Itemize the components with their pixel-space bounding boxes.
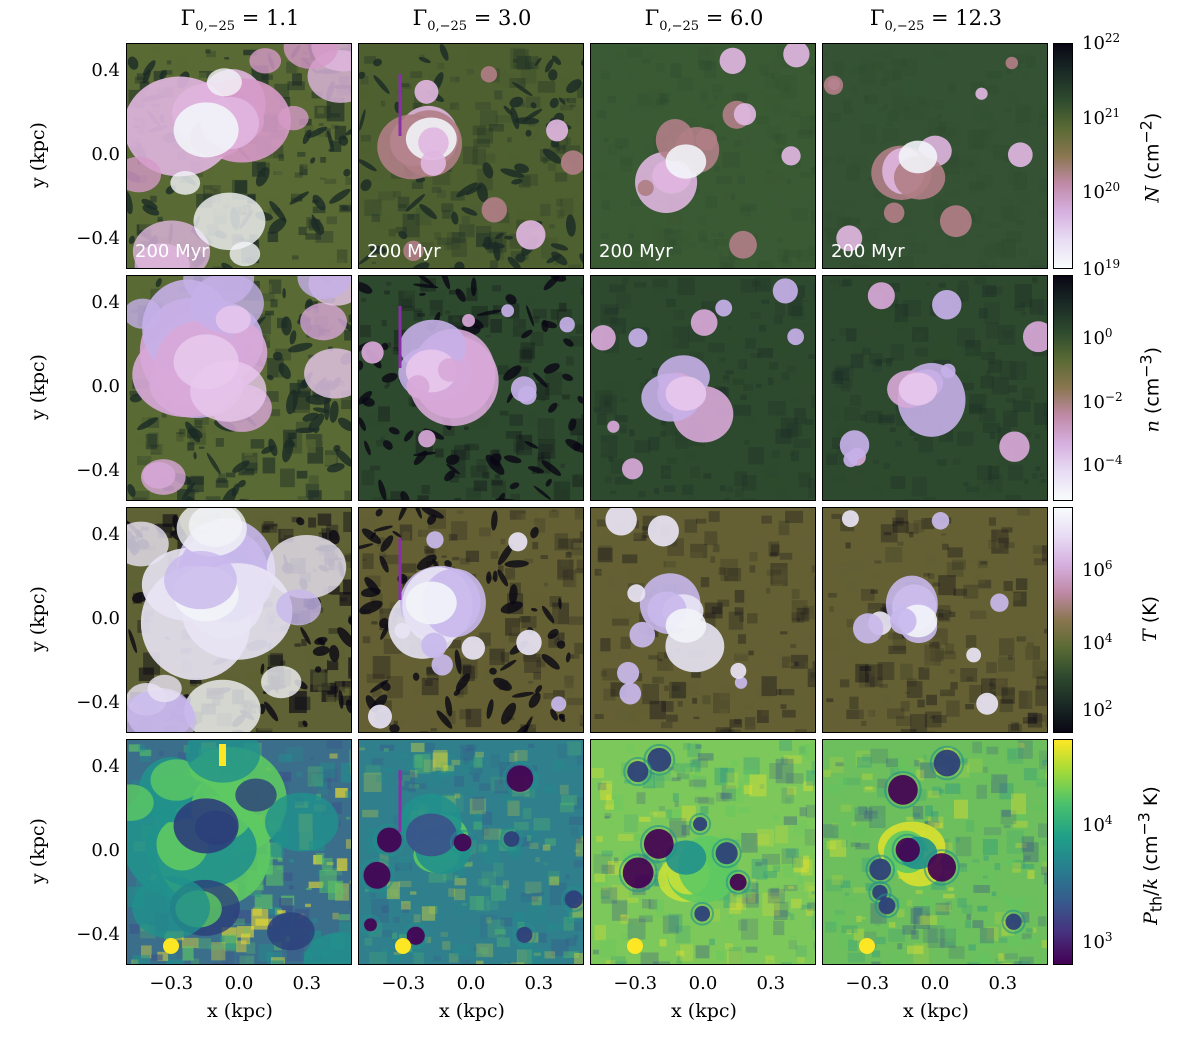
heatmap-image bbox=[127, 740, 351, 964]
colorbar-tick-label: 103 bbox=[1082, 930, 1113, 954]
map-panel bbox=[590, 507, 816, 733]
map-panel bbox=[822, 275, 1048, 501]
x-tick-label: 0.0 bbox=[456, 973, 486, 994]
colorbar-tick-label: 10−2 bbox=[1082, 389, 1123, 413]
time-label: 200 Myr bbox=[135, 241, 209, 262]
heatmap-image bbox=[359, 508, 583, 732]
map-panel bbox=[358, 507, 584, 733]
y-tick-label: 0.4 bbox=[91, 292, 120, 314]
colorbar-label: T (K) bbox=[1139, 596, 1161, 643]
column-title: Γ0,−25 = 1.1 bbox=[180, 6, 300, 35]
y-tick-label: 0.4 bbox=[91, 756, 120, 778]
y-tick-label: 0.4 bbox=[91, 60, 120, 82]
time-label: 200 Myr bbox=[367, 241, 441, 262]
heatmap-image bbox=[359, 276, 583, 500]
time-label: 200 Myr bbox=[599, 241, 673, 262]
colorbar-tick-label: 1019 bbox=[1082, 257, 1121, 280]
heatmap-image bbox=[823, 740, 1047, 964]
colorbar-tick-label: 1021 bbox=[1082, 105, 1121, 129]
map-panel bbox=[822, 507, 1048, 733]
x-tick-label: −0.3 bbox=[845, 973, 890, 994]
colorbar-tick-label: 10−4 bbox=[1082, 452, 1123, 476]
x-tick-label: 0.0 bbox=[688, 973, 718, 994]
heatmap-image bbox=[823, 44, 1047, 268]
heatmap-image bbox=[591, 276, 815, 500]
colorbar bbox=[1053, 275, 1073, 501]
heatmap-image bbox=[591, 508, 815, 732]
map-panel bbox=[126, 275, 352, 501]
heatmap-image bbox=[127, 44, 351, 268]
x-tick-label: −0.3 bbox=[149, 973, 194, 994]
colorbar-label: Pth/k (cm−3 K) bbox=[1134, 786, 1166, 925]
colorbar-tick-label: 100 bbox=[1082, 326, 1113, 350]
colorbar bbox=[1053, 507, 1073, 733]
map-panel: 200 Myr bbox=[590, 43, 816, 269]
x-tick-label: 0.3 bbox=[756, 973, 786, 994]
colorbar-tick-label: 104 bbox=[1082, 630, 1113, 654]
colorbar-tick-label: 1022 bbox=[1082, 31, 1121, 54]
y-tick-label: 0.4 bbox=[91, 524, 120, 546]
x-axis-label: x (kpc) bbox=[439, 1000, 505, 1022]
heatmap-image bbox=[359, 740, 583, 964]
map-panel: 200 Myr bbox=[822, 43, 1048, 269]
map-panel bbox=[126, 739, 352, 965]
y-tick-label: 0.0 bbox=[91, 144, 120, 165]
map-panel bbox=[590, 275, 816, 501]
x-tick-label: −0.3 bbox=[613, 973, 658, 994]
column-title: Γ0,−25 = 3.0 bbox=[412, 6, 532, 35]
map-panel bbox=[358, 739, 584, 965]
y-axis-label: y (kpc) bbox=[27, 354, 49, 420]
x-tick-label: 0.3 bbox=[524, 973, 554, 994]
x-tick-label: 0.0 bbox=[224, 973, 254, 994]
y-axis-label: y (kpc) bbox=[27, 122, 49, 188]
map-panel bbox=[590, 739, 816, 965]
colorbar-tick-label: 106 bbox=[1082, 558, 1113, 582]
y-axis-label: y (kpc) bbox=[27, 818, 49, 884]
x-tick-label: 0.3 bbox=[292, 973, 322, 994]
colorbar bbox=[1053, 43, 1073, 269]
heatmap-image bbox=[127, 508, 351, 732]
heatmap-image bbox=[823, 276, 1047, 500]
y-axis-label: y (kpc) bbox=[27, 586, 49, 652]
heatmap-image bbox=[359, 44, 583, 268]
y-tick-label: 0.0 bbox=[91, 840, 120, 861]
x-axis-label: x (kpc) bbox=[671, 1000, 737, 1022]
map-panel: 200 Myr bbox=[358, 43, 584, 269]
colorbar-tick-label: 102 bbox=[1082, 698, 1113, 722]
map-panel: 200 Myr bbox=[126, 43, 352, 269]
colorbar bbox=[1053, 739, 1073, 965]
colorbar-tick-label: 1020 bbox=[1082, 180, 1121, 204]
x-tick-label: 0.3 bbox=[988, 973, 1018, 994]
y-tick-label: −0.4 bbox=[76, 227, 120, 249]
colorbar-label: n (cm−3) bbox=[1136, 346, 1164, 433]
column-title: Γ0,−25 = 12.3 bbox=[869, 6, 1003, 35]
y-tick-label: 0.0 bbox=[91, 608, 120, 629]
heatmap-image bbox=[591, 44, 815, 268]
heatmap-image bbox=[823, 508, 1047, 732]
map-panel bbox=[126, 507, 352, 733]
y-tick-label: −0.4 bbox=[76, 691, 120, 713]
colorbar-tick-label: 104 bbox=[1082, 812, 1113, 836]
time-label: 200 Myr bbox=[831, 241, 905, 262]
x-tick-label: −0.3 bbox=[381, 973, 426, 994]
colorbar-label: N (cm−2) bbox=[1136, 112, 1164, 203]
x-axis-label: x (kpc) bbox=[903, 1000, 969, 1022]
x-axis-label: x (kpc) bbox=[207, 1000, 273, 1022]
heatmap-image bbox=[127, 276, 351, 500]
y-tick-label: −0.4 bbox=[76, 923, 120, 945]
y-tick-label: −0.4 bbox=[76, 459, 120, 481]
y-tick-label: 0.0 bbox=[91, 376, 120, 397]
column-title: Γ0,−25 = 6.0 bbox=[644, 6, 764, 35]
map-panel bbox=[822, 739, 1048, 965]
map-panel bbox=[358, 275, 584, 501]
heatmap-image bbox=[591, 740, 815, 964]
x-tick-label: 0.0 bbox=[920, 973, 950, 994]
